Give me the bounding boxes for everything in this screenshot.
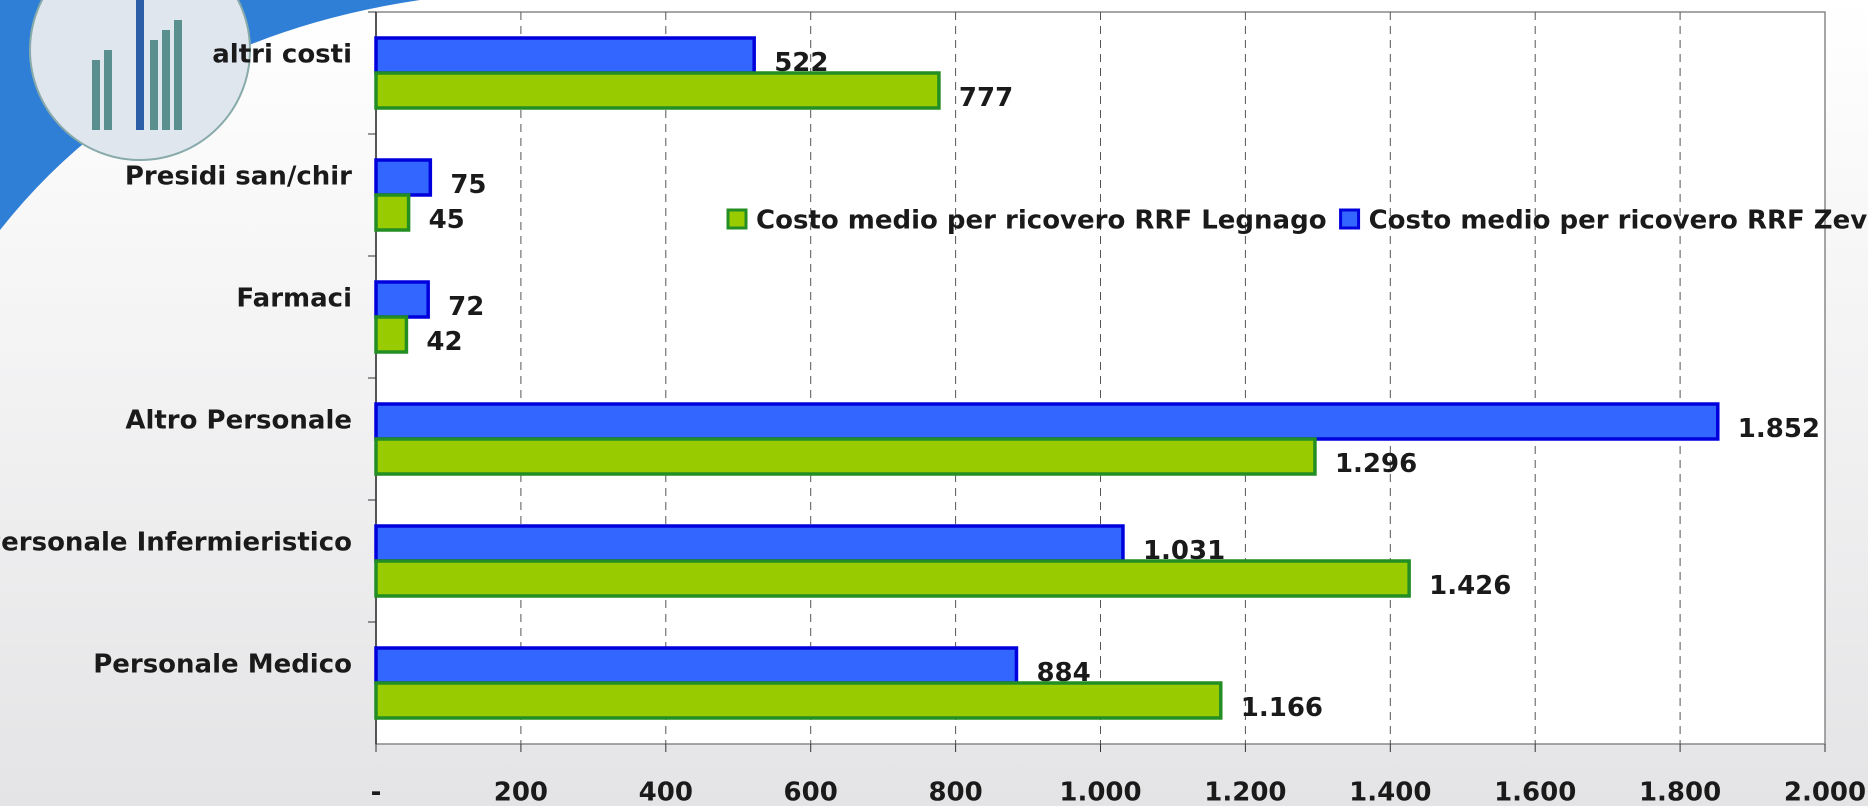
value-label: 777: [959, 83, 1013, 113]
x-tick-label: 2.000: [1784, 778, 1866, 806]
bar: [374, 437, 1317, 476]
x-tick-label: 400: [639, 778, 693, 806]
legend-swatch: [726, 208, 748, 230]
y-tick-label: Personale Medico: [93, 650, 352, 680]
bar: [374, 559, 1411, 598]
bar: [374, 402, 1720, 441]
legend-swatch: [1339, 208, 1361, 230]
bar: [374, 36, 756, 75]
legend-label: Costo medio per ricovero RRF Zevio: [1369, 206, 1868, 236]
x-tick-label: 1.800: [1639, 778, 1721, 806]
x-tick-label: 1.600: [1494, 778, 1576, 806]
value-label: 72: [448, 292, 484, 322]
bar: [374, 646, 1019, 685]
x-tick-label: 1.000: [1059, 778, 1141, 806]
bar: [374, 524, 1125, 563]
bar: [374, 193, 411, 232]
x-tick-label: 1.200: [1204, 778, 1286, 806]
x-tick-label: -: [371, 778, 382, 806]
value-label: 1.296: [1335, 449, 1417, 479]
x-tick-label: 800: [928, 778, 982, 806]
bar: [374, 71, 941, 110]
value-label: 1.426: [1429, 571, 1511, 601]
bar: [374, 315, 409, 354]
value-label: 42: [426, 327, 462, 357]
logo: [29, 0, 251, 161]
x-tick-label: 600: [784, 778, 838, 806]
y-tick-label: Presidi san/chir: [125, 162, 352, 192]
bar: [374, 681, 1223, 720]
value-label: 1.166: [1241, 693, 1323, 723]
y-tick-label: Altro Personale: [125, 406, 352, 436]
x-tick-label: 200: [494, 778, 548, 806]
legend-label: Costo medio per ricovero RRF Legnago: [756, 206, 1327, 236]
value-label: 45: [429, 205, 465, 235]
y-tick-label: altri costi: [212, 40, 352, 70]
bar: [374, 158, 433, 197]
bar: [374, 280, 430, 319]
value-label: 75: [450, 170, 486, 200]
x-tick-label: 1.400: [1349, 778, 1431, 806]
y-tick-label: Farmaci: [236, 284, 352, 314]
value-label: 1.852: [1738, 414, 1820, 444]
y-tick-label: Personale Infermieristico: [0, 528, 352, 558]
